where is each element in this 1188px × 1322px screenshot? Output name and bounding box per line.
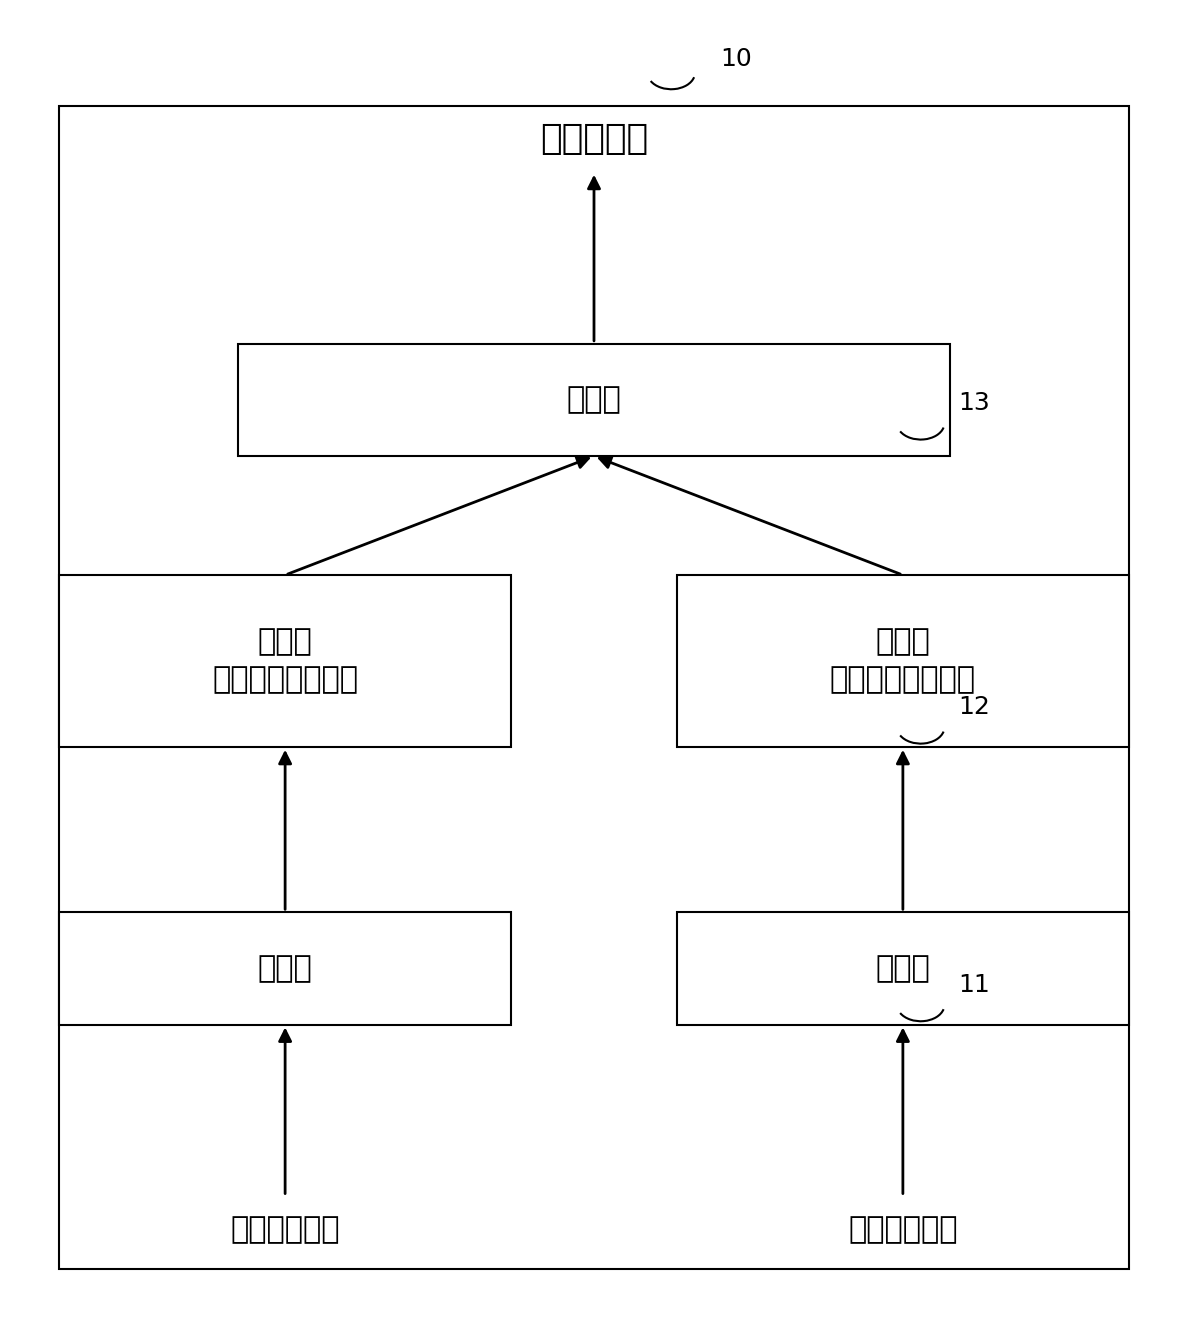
Text: 表示层
（神经网络模型）: 表示层 （神经网络模型） [213, 628, 358, 694]
Text: 表示层
（神经网络模型）: 表示层 （神经网络模型） [830, 628, 975, 694]
Text: 输入层: 输入层 [258, 954, 312, 982]
FancyBboxPatch shape [59, 912, 511, 1025]
Text: 输入层: 输入层 [876, 954, 930, 982]
FancyBboxPatch shape [59, 106, 1129, 1269]
Text: 匹配层: 匹配层 [567, 386, 621, 414]
Text: 13: 13 [959, 391, 990, 415]
Text: 11: 11 [959, 973, 990, 997]
FancyBboxPatch shape [59, 575, 511, 747]
FancyBboxPatch shape [238, 344, 950, 456]
Text: 10: 10 [721, 48, 752, 71]
Text: 用户查询语句: 用户查询语句 [230, 1215, 340, 1244]
FancyBboxPatch shape [677, 575, 1129, 747]
Text: 概念节点文本: 概念节点文本 [848, 1215, 958, 1244]
Text: 概念相似度: 概念相似度 [539, 122, 649, 156]
FancyBboxPatch shape [677, 912, 1129, 1025]
Text: 12: 12 [959, 695, 990, 719]
